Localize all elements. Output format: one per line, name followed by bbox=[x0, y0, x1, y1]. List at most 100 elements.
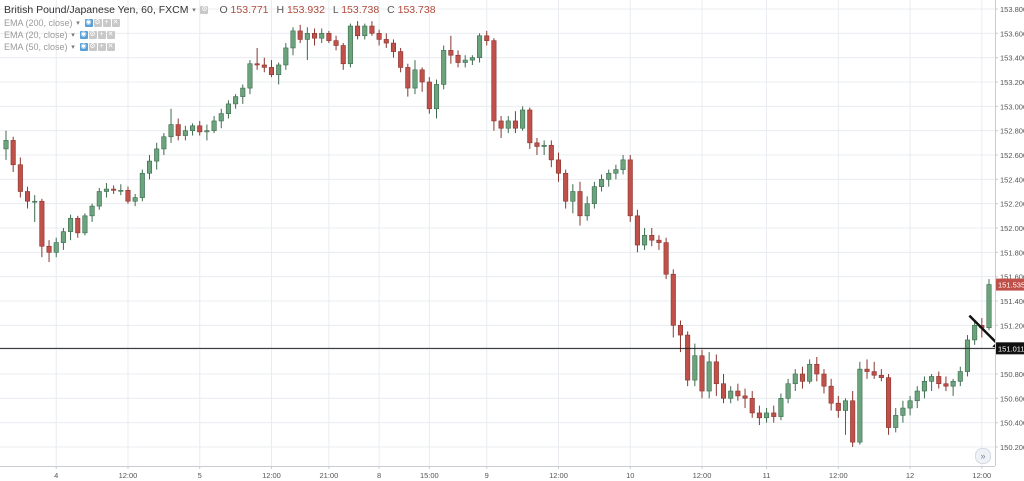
candle-body bbox=[68, 217, 74, 232]
candle-body bbox=[3, 140, 9, 150]
low-label: L bbox=[332, 4, 339, 16]
time-axis[interactable]: 4 12:00 5 12:00 21:00 8 15:00 9 12:00 10 12:00 11 12… bbox=[0, 466, 995, 481]
candlestick-series bbox=[3, 21, 992, 447]
candle bbox=[132, 193, 138, 207]
candle-body bbox=[599, 179, 605, 187]
candle bbox=[398, 47, 404, 73]
indicator-row[interactable]: EMA (20, close) ▾ ◉ ⚙ + ✕ bbox=[4, 29, 436, 41]
price-axis[interactable]: 153.800 153.600 153.400 153.200 153.000 152.8… bbox=[995, 0, 1024, 481]
candle-body bbox=[46, 245, 52, 253]
candle-body bbox=[419, 69, 425, 83]
chevron-down-icon[interactable]: ▾ bbox=[76, 19, 80, 27]
close-value: 153.738 bbox=[397, 4, 436, 16]
eye-icon[interactable]: ◉ bbox=[79, 31, 88, 39]
close-icon[interactable]: ✕ bbox=[106, 31, 115, 39]
candle bbox=[563, 169, 569, 209]
candle bbox=[197, 120, 203, 136]
chevron-down-icon[interactable]: ▾ bbox=[71, 31, 75, 39]
candle bbox=[168, 108, 174, 143]
plus-icon[interactable]: + bbox=[97, 31, 106, 39]
candle-body bbox=[886, 377, 892, 428]
candle bbox=[240, 84, 246, 104]
time-tick-label: 5 bbox=[198, 471, 202, 480]
candle bbox=[283, 43, 289, 70]
close-icon[interactable]: ✕ bbox=[106, 43, 115, 51]
chart-grid bbox=[0, 0, 995, 466]
candle bbox=[218, 108, 224, 129]
double-chevron-right-icon[interactable]: » bbox=[975, 448, 991, 464]
eye-icon[interactable]: ◉ bbox=[84, 19, 93, 27]
candle-body bbox=[771, 412, 777, 417]
candle-body bbox=[828, 385, 834, 404]
candle bbox=[103, 182, 109, 198]
candle bbox=[347, 23, 353, 68]
time-tick-label: 12:00 bbox=[693, 471, 712, 480]
candle-body bbox=[613, 169, 619, 174]
chevron-down-icon[interactable]: ▾ bbox=[71, 43, 75, 51]
gear-icon[interactable]: ⚙ bbox=[93, 19, 102, 27]
indicator-row[interactable]: EMA (50, close) ▾ ◉ ⚙ + ✕ bbox=[4, 41, 436, 53]
candle-body bbox=[929, 376, 935, 382]
candle-body bbox=[799, 373, 805, 382]
candle bbox=[785, 378, 791, 404]
candle-body bbox=[146, 160, 153, 174]
candle bbox=[448, 35, 454, 64]
candle bbox=[233, 94, 239, 109]
candle bbox=[290, 27, 296, 56]
candle bbox=[154, 142, 160, 170]
indicator-name[interactable]: EMA (20, close) bbox=[4, 30, 68, 40]
candle bbox=[53, 237, 59, 258]
candle-body bbox=[118, 189, 124, 192]
close-icon[interactable]: ✕ bbox=[111, 19, 120, 27]
candle bbox=[936, 371, 942, 389]
candle-body bbox=[484, 35, 490, 41]
price-tick-label: 153.400 bbox=[1000, 54, 1024, 63]
candle-body bbox=[850, 400, 856, 443]
candle-body bbox=[240, 87, 246, 97]
candle bbox=[433, 79, 440, 119]
candle-body bbox=[491, 40, 497, 122]
candle bbox=[297, 24, 303, 44]
eye-icon[interactable]: ◉ bbox=[79, 43, 88, 51]
symbol-title[interactable]: British Pound/Japanese Yen, 60, FXCM bbox=[4, 4, 189, 16]
gear-icon[interactable]: ⚙ bbox=[88, 31, 97, 39]
candle bbox=[864, 359, 870, 379]
candle bbox=[627, 155, 633, 222]
indicator-name[interactable]: EMA (200, close) bbox=[4, 18, 73, 28]
candle-body bbox=[914, 390, 920, 402]
candle bbox=[778, 393, 784, 421]
candle-body bbox=[972, 325, 978, 341]
plus-icon[interactable]: + bbox=[102, 19, 111, 27]
arrow-shaft[interactable] bbox=[968, 314, 1001, 347]
candle-body bbox=[728, 390, 734, 399]
candle bbox=[907, 395, 913, 416]
candle bbox=[161, 133, 167, 155]
candle-body bbox=[649, 235, 655, 241]
candle bbox=[807, 359, 813, 384]
candle-body bbox=[692, 355, 698, 381]
open-label: O bbox=[219, 4, 228, 16]
candle-body bbox=[455, 54, 461, 63]
candle-body bbox=[225, 103, 231, 114]
plus-icon[interactable]: + bbox=[97, 43, 106, 51]
candle bbox=[39, 198, 45, 258]
chevron-down-icon[interactable]: ▾ bbox=[192, 6, 196, 14]
price-tick-label: 151.600 bbox=[1000, 273, 1024, 282]
candle-body bbox=[376, 33, 382, 40]
candle bbox=[491, 38, 497, 131]
gear-icon[interactable]: ⚙ bbox=[88, 43, 97, 51]
candle bbox=[878, 369, 884, 382]
candle bbox=[82, 213, 88, 236]
candle-body bbox=[857, 368, 863, 443]
candle bbox=[871, 361, 877, 379]
indicator-row[interactable]: EMA (200, close) ▾ ◉ ⚙ + ✕ bbox=[4, 17, 436, 29]
candle bbox=[17, 157, 23, 198]
candle bbox=[821, 369, 827, 394]
candle-body bbox=[362, 25, 368, 37]
candle bbox=[419, 67, 425, 92]
candle-body bbox=[412, 69, 418, 89]
indicator-name[interactable]: EMA (50, close) bbox=[4, 42, 68, 52]
candle-body bbox=[32, 200, 38, 203]
gear-icon[interactable]: ⚙ bbox=[200, 6, 209, 14]
